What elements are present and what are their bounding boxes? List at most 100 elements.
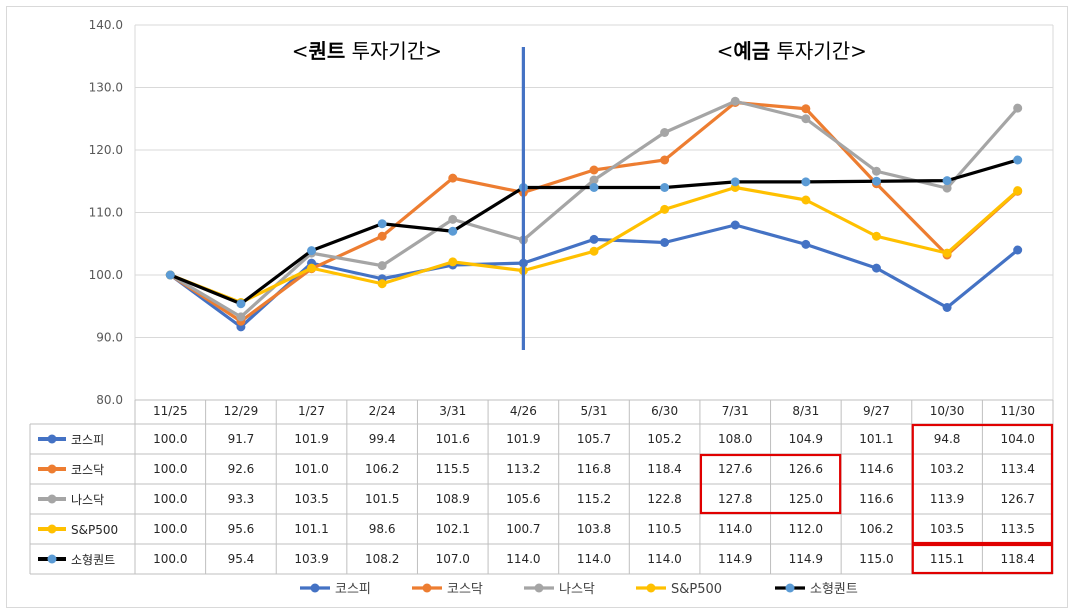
table-cell-value: 92.6 xyxy=(228,462,255,476)
data-point xyxy=(377,261,387,271)
table-cell-value: 101.1 xyxy=(294,522,328,536)
data-point xyxy=(942,176,952,186)
legend-marker xyxy=(310,583,320,593)
table-cell-value: 105.7 xyxy=(577,432,611,446)
highlight-box-peak xyxy=(699,453,842,515)
table-cell-value: 127.6 xyxy=(718,462,752,476)
gridlines xyxy=(134,24,1054,401)
table-cell-value: 103.5 xyxy=(294,492,328,506)
highlight-box-recent-quant xyxy=(911,543,1054,575)
data-point xyxy=(942,303,952,312)
table-cell-value: 126.6 xyxy=(789,462,823,476)
data-point xyxy=(730,96,740,106)
table-cell-value: 100.0 xyxy=(153,492,187,506)
y-tick-label: 140.0 xyxy=(89,18,123,32)
x-category-label: 6/30 xyxy=(651,404,678,418)
x-category-label: 8/31 xyxy=(792,404,819,418)
table-cell-value: 125.0 xyxy=(789,492,823,506)
y-tick-label: 80.0 xyxy=(96,393,123,407)
x-category-label: 3/31 xyxy=(439,404,466,418)
annotation-bold: 퀀트 xyxy=(308,39,345,63)
annotation-post: 투자기간> xyxy=(770,39,867,63)
table-cell-value: 127.8 xyxy=(718,492,752,506)
table-cell-value: 103.8 xyxy=(577,522,611,536)
y-tick-label: 110.0 xyxy=(89,206,123,220)
table-series-name: 코스닥 xyxy=(71,463,104,477)
data-point xyxy=(942,183,952,193)
y-axis-ticks: 80.0 90.0 100.0 110.0 120.0 130.0 140.0 xyxy=(89,18,123,407)
table-cell-value: 101.0 xyxy=(294,462,328,476)
table-series-name: 소형퀀트 xyxy=(71,553,115,567)
data-point xyxy=(1013,155,1023,165)
data-point xyxy=(448,257,458,267)
table-cell-value: 108.9 xyxy=(436,492,470,506)
x-category-label: 11/25 xyxy=(153,404,188,418)
data-point xyxy=(801,177,811,187)
x-category-label: 9/27 xyxy=(863,404,890,418)
x-category-label: 5/31 xyxy=(581,404,608,418)
table-cell-value: 104.9 xyxy=(789,432,823,446)
x-category-label: 1/27 xyxy=(298,404,325,418)
table-cell-value: 114.9 xyxy=(718,552,752,566)
data-point xyxy=(730,177,740,187)
table-cell-value: 105.6 xyxy=(506,492,540,506)
annotation-deposit-period: <예금 투자기간> xyxy=(717,39,867,63)
table-cell-value: 101.9 xyxy=(294,432,328,446)
table-cell-value: 106.2 xyxy=(859,522,893,536)
data-point xyxy=(871,166,881,176)
table-series-name: 코스피 xyxy=(71,433,104,447)
table-cell-value: 114.0 xyxy=(718,522,752,536)
table-cell-value: 99.4 xyxy=(369,432,396,446)
table-cell-value: 112.0 xyxy=(789,522,823,536)
table-cell-value: 113.5 xyxy=(1001,522,1035,536)
table-cell-value: 115.5 xyxy=(436,462,470,476)
legend-label: S&P500 xyxy=(671,582,722,597)
annotation-pre: < xyxy=(292,39,309,63)
table-cell-value: 93.3 xyxy=(228,492,255,506)
table-series-name: S&P500 xyxy=(71,523,118,537)
x-category-label: 2/24 xyxy=(369,404,396,418)
table-cell-value: 114.0 xyxy=(506,552,540,566)
table-cell-value: 126.7 xyxy=(1001,492,1035,506)
data-point xyxy=(165,270,175,280)
data-point xyxy=(448,173,458,183)
table-series-name: 나스닥 xyxy=(71,493,104,507)
series-lines xyxy=(165,96,1023,332)
data-point xyxy=(942,248,952,258)
data-point xyxy=(307,263,317,273)
data-point xyxy=(871,176,881,186)
data-point xyxy=(660,128,670,137)
table-cell-value: 115.0 xyxy=(859,552,893,566)
legend-label: 코스피 xyxy=(335,582,371,597)
data-point xyxy=(589,183,599,192)
series-line xyxy=(168,100,1020,323)
data-point xyxy=(377,231,387,241)
table-cell-value: 118.4 xyxy=(1001,552,1035,566)
data-point xyxy=(377,219,387,229)
data-point xyxy=(660,204,670,214)
table-cell-value: 108.0 xyxy=(718,432,752,446)
table-cell-value: 115.1 xyxy=(930,552,964,566)
series-line xyxy=(168,185,1020,305)
table-cell-value: 91.7 xyxy=(228,432,255,446)
legend-marker xyxy=(785,583,795,593)
y-tick-label: 100.0 xyxy=(89,268,123,282)
legend-label: 소형퀀트 xyxy=(810,582,858,597)
table-cell-value: 104.0 xyxy=(1001,432,1035,446)
data-point xyxy=(730,220,740,230)
data-table: 11/25 12/29 1/27 2/24 3/31 4/26 5/31 6/30 7/31 8/… xyxy=(29,399,1054,575)
legend-marker xyxy=(534,583,544,593)
x-category-label: 10/30 xyxy=(930,404,965,418)
x-category-label: 12/29 xyxy=(224,404,259,418)
x-category-label: 11/30 xyxy=(1000,404,1035,418)
data-point xyxy=(448,226,458,236)
table-cell-value: 114.0 xyxy=(647,552,681,566)
table-legend-key-marker xyxy=(47,494,57,504)
annotation-bold: 예금 xyxy=(733,39,770,63)
data-point xyxy=(589,175,599,185)
annotation-quant-period: <퀀트 투자기간> xyxy=(292,39,442,63)
table-cell-value: 101.6 xyxy=(436,432,470,446)
data-point xyxy=(589,234,599,244)
table-cell-value: 100.0 xyxy=(153,462,187,476)
